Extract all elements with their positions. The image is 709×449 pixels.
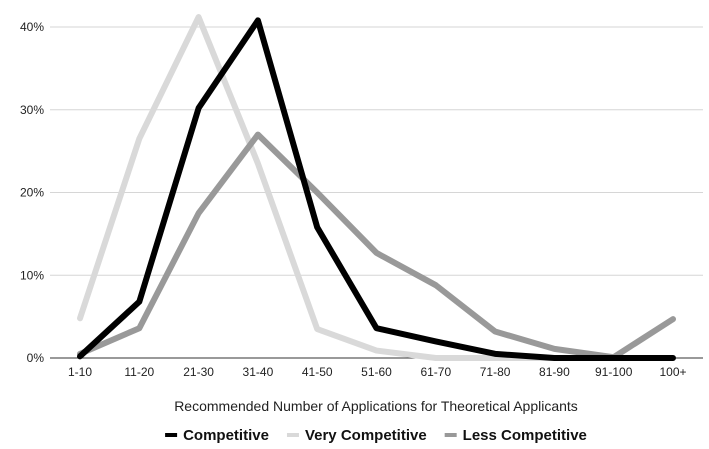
legend-label: Competitive	[183, 427, 269, 444]
legend-label: Less Competitive	[463, 427, 587, 444]
y-tick-label: 0%	[27, 351, 45, 365]
x-tick-label: 51-60	[361, 365, 392, 379]
legend-swatch	[165, 433, 178, 437]
series-line-very-competitive	[77, 14, 676, 361]
legend-label: Very Competitive	[305, 427, 427, 444]
x-tick-label: 100+	[659, 365, 686, 379]
y-axis-ticks: 0% 10% 20% 30% 40%	[20, 20, 44, 365]
x-tick-label: 81-90	[539, 365, 570, 379]
x-tick-label: 11-20	[124, 365, 154, 379]
series-line-competitive	[77, 17, 676, 361]
x-tick-label: 21-30	[183, 365, 214, 379]
legend-swatch	[444, 433, 457, 437]
legend-item: Very Competitive	[286, 427, 427, 444]
legend-item: Less Competitive	[444, 427, 587, 444]
legend-swatch	[286, 433, 299, 437]
y-tick-label: 30%	[20, 103, 44, 117]
x-tick-label: 91-100	[595, 365, 633, 379]
x-axis-ticks: 1-10 11-20 21-30 31-40 41-50 51-60 61-70 71-80 8…	[68, 365, 687, 379]
x-tick-label: 31-40	[243, 365, 274, 379]
x-axis-label: Recommended Number of Applications for T…	[174, 398, 578, 414]
y-tick-label: 10%	[20, 268, 44, 282]
x-tick-label: 1-10	[68, 365, 92, 379]
series-lines	[77, 14, 676, 361]
x-tick-label: 41-50	[302, 365, 333, 379]
x-tick-label: 61-70	[420, 365, 451, 379]
y-tick-label: 40%	[20, 20, 44, 34]
x-tick-label: 71-80	[480, 365, 511, 379]
y-tick-label: 20%	[20, 186, 44, 200]
legend-item: Competitive	[165, 427, 269, 444]
series-line-less-competitive	[77, 131, 676, 361]
legend: Competitive Very Competitive Less Competit…	[165, 427, 587, 444]
